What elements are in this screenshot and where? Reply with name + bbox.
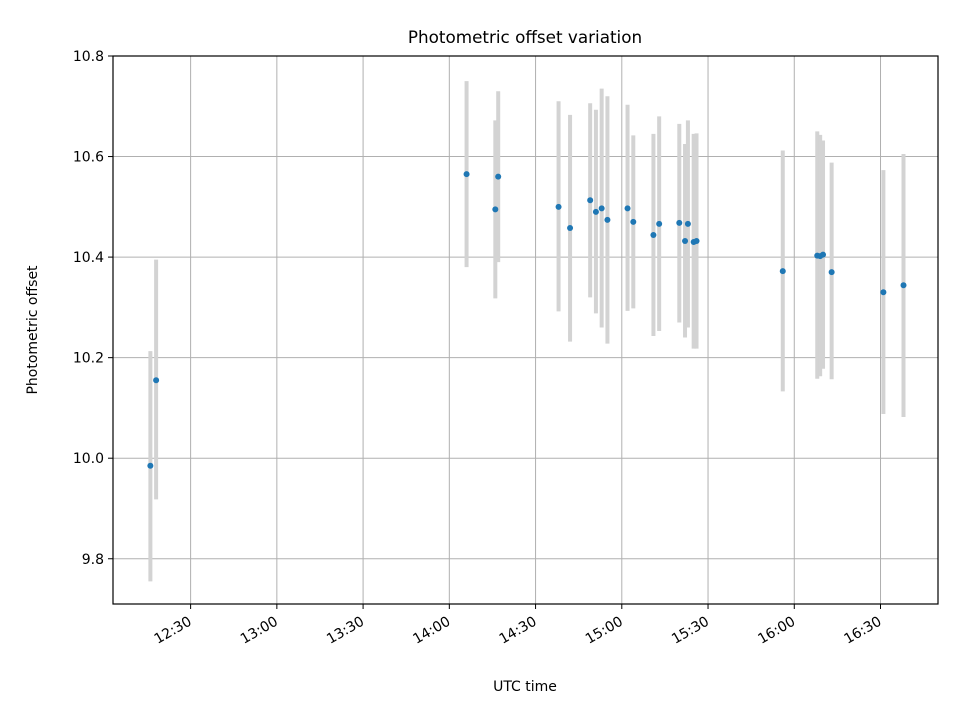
- data-point: [153, 377, 160, 384]
- data-point: [684, 220, 691, 227]
- data-point: [604, 216, 611, 223]
- data-point: [656, 220, 663, 227]
- data-point: [880, 289, 887, 296]
- data-point: [682, 238, 689, 245]
- data-point: [492, 206, 499, 213]
- chart-title: Photometric offset variation: [408, 27, 642, 47]
- data-point: [592, 208, 599, 215]
- data-point: [598, 205, 605, 212]
- data-point: [555, 203, 562, 210]
- y-tick-label: 10.8: [73, 49, 104, 65]
- y-tick-label: 10.4: [73, 250, 104, 266]
- y-tick-label: 10.0: [73, 451, 104, 467]
- data-point: [676, 219, 683, 226]
- data-point: [900, 282, 907, 289]
- y-axis-ticks: 9.8 10.0 10.2 10.4 10.6 10.8: [73, 49, 113, 568]
- data-point: [828, 269, 835, 276]
- x-axis-title: UTC time: [493, 679, 557, 695]
- data-point: [624, 205, 631, 212]
- y-tick-label: 9.8: [82, 552, 104, 568]
- y-axis-title: Photometric offset: [25, 265, 41, 395]
- data-points: [147, 171, 907, 469]
- plot-frame: [112, 55, 939, 605]
- data-point: [779, 268, 786, 275]
- data-point: [650, 231, 657, 238]
- y-tick-label: 10.6: [73, 150, 104, 166]
- data-point: [147, 462, 154, 469]
- data-point: [630, 218, 637, 225]
- data-point: [567, 224, 574, 231]
- y-tick-label: 10.2: [73, 351, 104, 367]
- data-point: [463, 171, 470, 178]
- data-point: [693, 238, 700, 245]
- data-point: [495, 173, 502, 180]
- data-point: [820, 251, 827, 258]
- data-point: [587, 197, 594, 204]
